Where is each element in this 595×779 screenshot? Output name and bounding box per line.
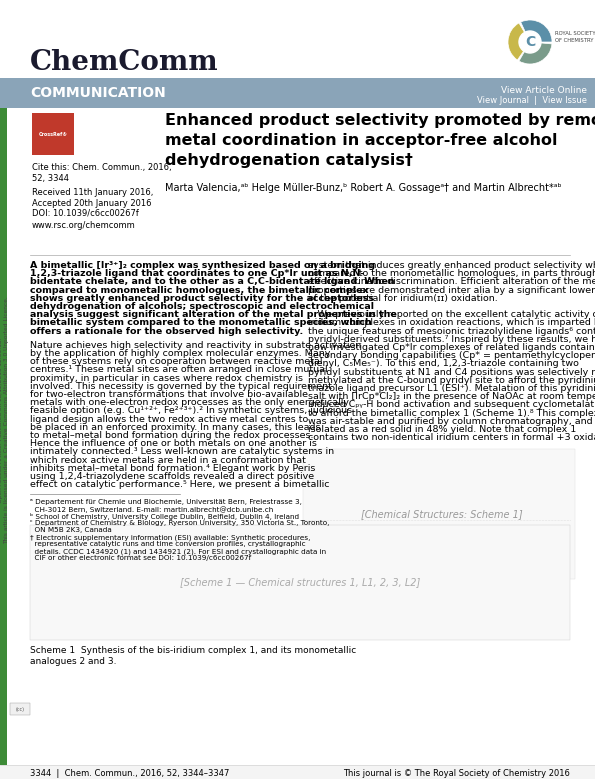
Text: This journal is © The Royal Society of Chemistry 2016: This journal is © The Royal Society of C…	[343, 769, 570, 777]
Text: [Chemical Structures: Scheme 1]: [Chemical Structures: Scheme 1]	[361, 509, 522, 520]
Text: View Journal  |  View Issue: View Journal | View Issue	[477, 96, 587, 105]
Wedge shape	[508, 23, 530, 60]
Text: offers a rationale for the observed high selectivity.: offers a rationale for the observed high…	[30, 326, 303, 336]
Text: compared to monometallic homologues, the bimetallic complex: compared to monometallic homologues, the…	[30, 286, 369, 294]
Text: dienyl, C₅Me₅⁻). To this end, 1,2,3-triazole containing two: dienyl, C₅Me₅⁻). To this end, 1,2,3-tria…	[308, 359, 579, 368]
Text: CIF or other electronic format see DOI: 10.1039/c6cc00267f: CIF or other electronic format see DOI: …	[30, 555, 251, 562]
Text: Nature achieves high selectivity and reactivity in substrate activation: Nature achieves high selectivity and rea…	[30, 340, 361, 350]
Text: ligand design allows the two redox active metal centres to: ligand design allows the two redox activ…	[30, 414, 308, 424]
Text: of these systems rely on cooperation between reactive metal: of these systems rely on cooperation bet…	[30, 358, 322, 366]
Text: † Electronic supplementary information (ESI) available: Synthetic procedures,: † Electronic supplementary information (…	[30, 534, 311, 541]
Text: to afford the bimetallic complex 1 (Scheme 1).⁸ This complex: to afford the bimetallic complex 1 (Sche…	[308, 409, 595, 418]
Bar	[10, 703, 30, 715]
Text: Received 11th January 2016,
Accepted 20th January 2016: Received 11th January 2016, Accepted 20t…	[32, 188, 154, 209]
Text: inhibits metal–metal bond formation.⁴ Elegant work by Peris: inhibits metal–metal bond formation.⁴ El…	[30, 464, 315, 473]
Text: dehydrogenation of alcohols; spectroscopic and electrochemical: dehydrogenation of alcohols; spectroscop…	[30, 302, 374, 311]
Bar	[32, 113, 74, 155]
Bar	[0, 78, 595, 108]
Text: We previously reported on the excellent catalytic activity of: We previously reported on the excellent …	[308, 310, 595, 319]
Text: www.rsc.org/chemcomm: www.rsc.org/chemcomm	[32, 221, 136, 230]
Text: contains two non-identical iridium centers in formal +3 oxidation: contains two non-identical iridium cente…	[308, 433, 595, 442]
Text: CrossMark: CrossMark	[42, 157, 64, 161]
Text: using 1,2,4-triazolydene scaffolds revealed a direct positive: using 1,2,4-triazolydene scaffolds revea…	[30, 472, 314, 481]
Text: system that induces greatly enhanced product selectivity when: system that induces greatly enhanced pro…	[308, 261, 595, 270]
Text: ChemComm: ChemComm	[30, 48, 218, 76]
Text: ᶜ Department of Chemistry & Biology, Ryerson University, 350 Victoria St., Toron: ᶜ Department of Chemistry & Biology, Rye…	[30, 520, 330, 527]
Text: properties are demonstrated inter alia by a significant lowering: properties are demonstrated inter alia b…	[308, 286, 595, 294]
Text: methylated at the C-bound pyridyl site to afford the pyridinium: methylated at the C-bound pyridyl site t…	[308, 375, 595, 385]
Text: DOI: 10.1039/c6cc00267f: DOI: 10.1039/c6cc00267f	[32, 208, 139, 217]
Text: shows greatly enhanced product selectivity for the acceptorless: shows greatly enhanced product selectivi…	[30, 294, 374, 303]
Bar	[0, 765, 595, 779]
Text: triazole ligand precursor L1 (ESI⁺). Metalation of this pyridinium: triazole ligand precursor L1 (ESI⁺). Met…	[308, 384, 595, 393]
Text: ᵇ School of Chemistry, University College Dublin, Belfield, Dublin 4, Ireland: ᵇ School of Chemistry, University Colleg…	[30, 513, 299, 520]
Text: by the application of highly complex molecular enzymes. Many: by the application of highly complex mol…	[30, 349, 330, 358]
Text: (cc): (cc)	[15, 707, 24, 711]
Bar	[303, 449, 575, 580]
Text: iridium complexes in oxidation reactions, which is imparted by: iridium complexes in oxidation reactions…	[308, 319, 595, 327]
Text: ᵃ Departement für Chemie und Biochemie, Universität Bern, Freiestrasse 3,: ᵃ Departement für Chemie und Biochemie, …	[30, 499, 302, 506]
Text: representative catalytic runs and time conversion profiles, crystallographic: representative catalytic runs and time c…	[30, 541, 306, 548]
Bar	[0, 108, 7, 779]
Text: Enhanced product selectivity promoted by remote
metal coordination in acceptor-f: Enhanced product selectivity promoted by…	[165, 113, 595, 167]
Text: [Scheme 1 — Chemical structures 1, L1, 2, 3, L2]: [Scheme 1 — Chemical structures 1, L1, 2…	[180, 577, 420, 587]
Text: feasible option (e.g. Cu¹⁺²⁺, Fe²⁺³⁺).² In synthetic systems, judicious: feasible option (e.g. Cu¹⁺²⁺, Fe²⁺³⁺).² …	[30, 407, 352, 415]
Text: compared to the monometallic homologues, in parts through: compared to the monometallic homologues,…	[308, 270, 595, 278]
Text: bidentate chelate, and to the other as a C,C-bidentate ligand. When: bidentate chelate, and to the other as a…	[30, 277, 394, 287]
Text: View Article Online: View Article Online	[501, 86, 587, 95]
Text: now investigated Cp*Ir complexes of related ligands containing: now investigated Cp*Ir complexes of rela…	[308, 343, 595, 352]
Text: induced Cₚᵧ-H bond activation and subsequent cyclometalation: induced Cₚᵧ-H bond activation and subseq…	[308, 400, 595, 410]
Text: salt with [IrCp*Cl₂]₂ in the presence of NaOAc at room temperature: salt with [IrCp*Cl₂]₂ in the presence of…	[308, 392, 595, 401]
Wedge shape	[521, 20, 552, 42]
Text: pyridyl-derived substituents.⁷ Inspired by these results, we have: pyridyl-derived substituents.⁷ Inspired …	[308, 335, 595, 344]
Text: 3344  |  Chem. Commun., 2016, 52, 3344–3347: 3344 | Chem. Commun., 2016, 52, 3344–334…	[30, 769, 230, 777]
Text: analysis suggest significant alteration of the metal properties in the: analysis suggest significant alteration …	[30, 310, 397, 319]
Text: intimately connected.³ Less well-known are catalytic systems in: intimately connected.³ Less well-known a…	[30, 447, 334, 456]
Text: effect on catalytic performance.⁵ Here, we present a bimetallic: effect on catalytic performance.⁵ Here, …	[30, 480, 330, 489]
Text: bimetallic system compared to the monometallic species, which: bimetallic system compared to the monome…	[30, 319, 372, 327]
Text: effective kinetic discrimination. Efficient alteration of the metal: effective kinetic discrimination. Effici…	[308, 277, 595, 287]
Text: A bimetallic [Ir³⁺]₂ complex was synthesized based on a bridging: A bimetallic [Ir³⁺]₂ complex was synthes…	[30, 261, 375, 270]
Text: isolated as a red solid in 48% yield. Note that complex 1: isolated as a red solid in 48% yield. No…	[308, 425, 576, 434]
Text: ROYAL SOCIETY
OF CHEMISTRY: ROYAL SOCIETY OF CHEMISTRY	[555, 31, 595, 43]
Text: Scheme 1  Synthesis of the bis-iridium complex 1, and its monometallic
analogues: Scheme 1 Synthesis of the bis-iridium co…	[30, 646, 356, 666]
Text: metals with one-electron redox processes as the only energetically: metals with one-electron redox processes…	[30, 398, 349, 407]
Text: ON M5B 2K3, Canada: ON M5B 2K3, Canada	[30, 527, 112, 534]
Text: Hence the influence of one or both metals on one another is: Hence the influence of one or both metal…	[30, 439, 317, 448]
Text: be placed in an enforced proximity. In many cases, this leads: be placed in an enforced proximity. In m…	[30, 423, 321, 432]
Text: Open Access Article. Published on 18/12/2016 12:05:18.
This article is licensed : Open Access Article. Published on 18/12/…	[0, 296, 9, 544]
Text: C: C	[525, 35, 535, 49]
Text: which redox active metals are held in a conformation that: which redox active metals are held in a …	[30, 456, 306, 464]
Wedge shape	[519, 42, 552, 64]
Bar	[30, 525, 570, 640]
Text: 1,2,3-triazole ligand that coordinates to one Cp*Ir unit as N,N-: 1,2,3-triazole ligand that coordinates t…	[30, 270, 364, 278]
Text: proximity, in particular in cases where redox chemistry is: proximity, in particular in cases where …	[30, 374, 303, 382]
Text: details. CCDC 1434920 (1) and 1434921 (2). For ESI and crystallographic data in: details. CCDC 1434920 (1) and 1434921 (2…	[30, 548, 326, 555]
Ellipse shape	[38, 121, 68, 147]
Text: CH-3012 Bern, Switzerland. E-mail: martin.albrecht@dcb.unibe.ch: CH-3012 Bern, Switzerland. E-mail: marti…	[30, 506, 273, 513]
Text: COMMUNICATION: COMMUNICATION	[30, 86, 166, 100]
Circle shape	[519, 31, 541, 53]
Text: the unique features of mesoionic triazolylidene ligands⁶ containing: the unique features of mesoionic triazol…	[308, 326, 595, 336]
Text: centres.¹ These metal sites are often arranged in close mutual: centres.¹ These metal sites are often ar…	[30, 365, 328, 375]
Text: was air-stable and purified by column chromatography, and was: was air-stable and purified by column ch…	[308, 417, 595, 426]
Text: for two-electron transformations that involve bio-available: for two-electron transformations that in…	[30, 390, 308, 399]
Text: of the potential for iridium(ɪɪ) oxidation.: of the potential for iridium(ɪɪ) oxidati…	[308, 294, 498, 303]
Text: involved. This necessity is governed by the typical requirement: involved. This necessity is governed by …	[30, 382, 332, 391]
Text: Cite this: Chem. Commun., 2016,
52, 3344: Cite this: Chem. Commun., 2016, 52, 3344	[32, 163, 171, 183]
Text: secondary bonding capabilities (Cp* = pentamethylcyclopenta-: secondary bonding capabilities (Cp* = pe…	[308, 351, 595, 360]
Text: pyridyl substituents at N1 and C4 positions was selectively mono-: pyridyl substituents at N1 and C4 positi…	[308, 368, 595, 376]
Text: to metal–metal bond formation during the redox processes.: to metal–metal bond formation during the…	[30, 431, 314, 440]
Text: Marta Valencia,ᵃᵇ Helge Müller-Bunz,ᵇ Robert A. Gossageᵃ† and Martin Albrecht*ᵃᵇ: Marta Valencia,ᵃᵇ Helge Müller-Bunz,ᵇ Ro…	[165, 183, 562, 193]
Text: CrossRef®: CrossRef®	[39, 132, 67, 136]
